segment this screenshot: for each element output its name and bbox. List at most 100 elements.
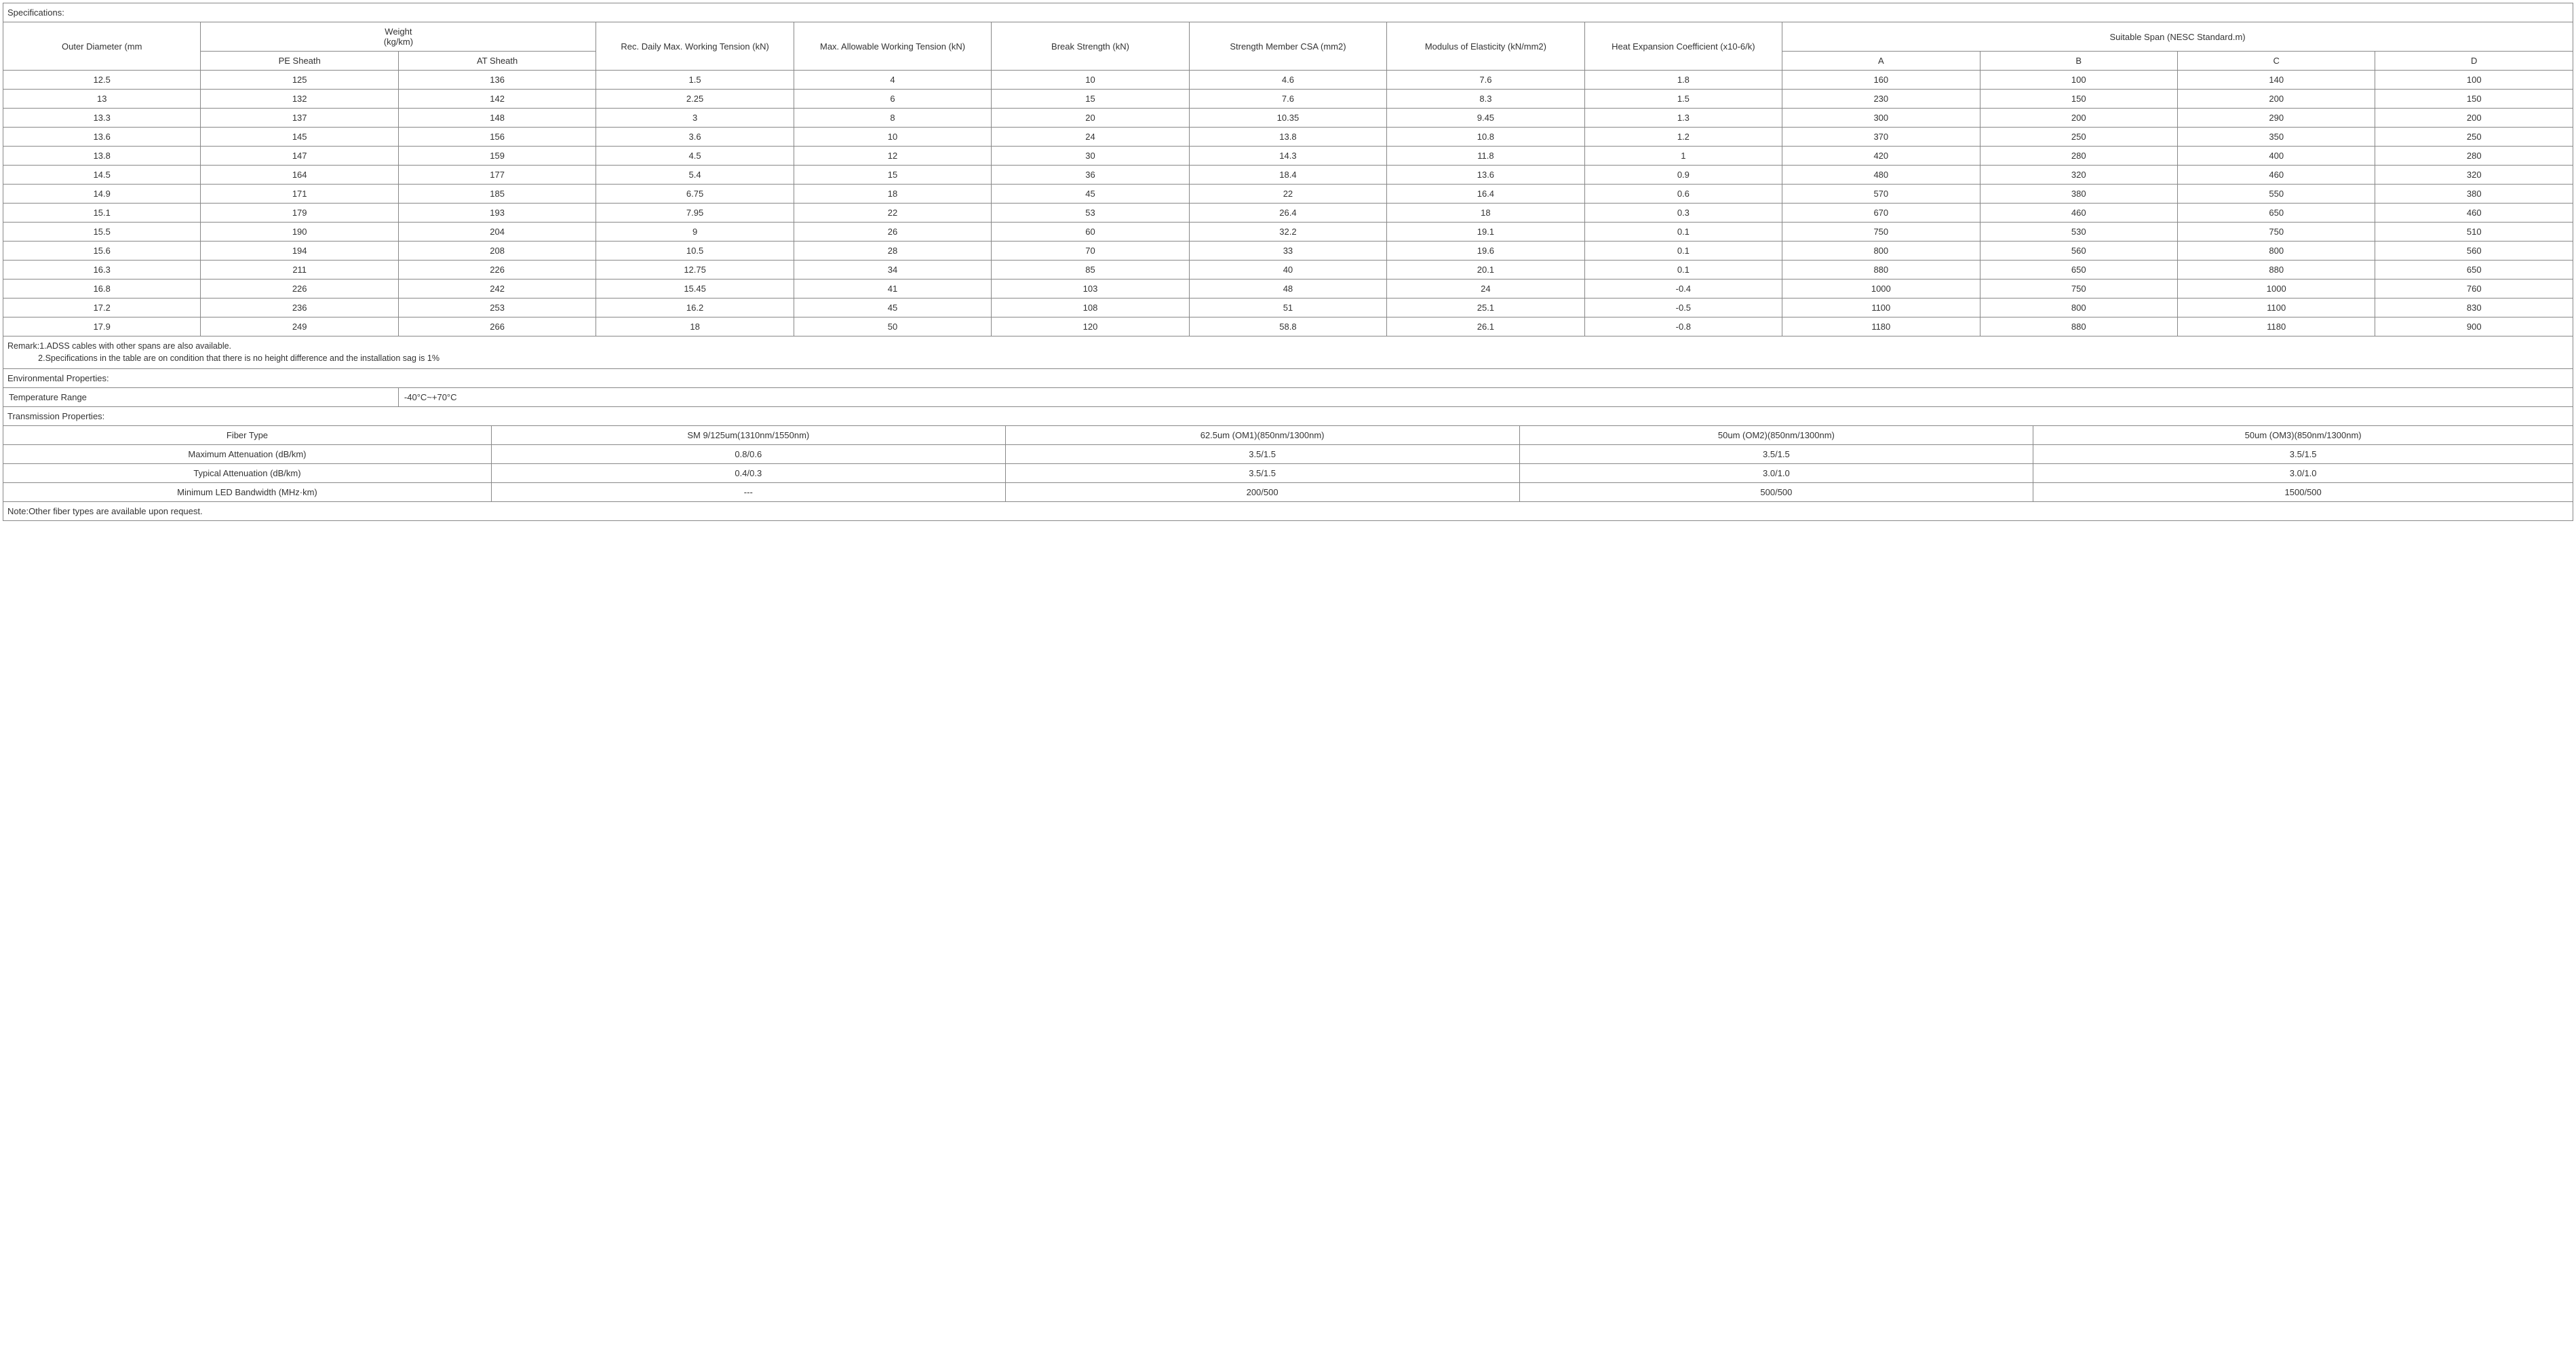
cell: 13.3 [3, 109, 201, 128]
cell: 570 [1782, 185, 1980, 204]
cell: 242 [398, 280, 596, 299]
cell: 253 [398, 299, 596, 317]
cell: 50 [794, 317, 991, 336]
cell: 280 [2375, 147, 2573, 166]
table-row: 17.9249266185012058.826.1-0.811808801180… [3, 317, 2573, 336]
cell: 350 [2177, 128, 2375, 147]
cell: 171 [201, 185, 398, 204]
cell: 25.1 [1387, 299, 1584, 317]
cell: 159 [398, 147, 596, 166]
cell: 16.8 [3, 280, 201, 299]
cell: 15 [992, 90, 1189, 109]
cell: 16.4 [1387, 185, 1584, 204]
cell: 830 [2375, 299, 2573, 317]
cell: 150 [1980, 90, 2177, 109]
cell: 4 [794, 71, 991, 90]
cell: 7.95 [596, 204, 794, 223]
cell: 3.0/1.0 [1519, 464, 2033, 483]
cell: 0.4/0.3 [491, 464, 1005, 483]
cell: 20.1 [1387, 261, 1584, 280]
cell: 211 [201, 261, 398, 280]
cell: 249 [201, 317, 398, 336]
cell: 500/500 [1519, 483, 2033, 502]
remark-line1: Remark:1.ADSS cables with other spans ar… [7, 341, 231, 351]
cell: 800 [2177, 242, 2375, 261]
cell: 18 [794, 185, 991, 204]
cell: 230 [1782, 90, 1980, 109]
cell: 320 [2375, 166, 2573, 185]
cell: 300 [1782, 109, 1980, 128]
cell: 1500/500 [2033, 483, 2573, 502]
cell: 3.0/1.0 [2033, 464, 2573, 483]
cell: 12 [794, 147, 991, 166]
cell: 200 [1980, 109, 2177, 128]
cell: 19.6 [1387, 242, 1584, 261]
cell: 16.3 [3, 261, 201, 280]
cell: 204 [398, 223, 596, 242]
remark-cell: Remark:1.ADSS cables with other spans ar… [3, 336, 2573, 369]
cell: 36 [992, 166, 1189, 185]
cell: 60 [992, 223, 1189, 242]
cell: 32.2 [1189, 223, 1386, 242]
cell: -0.8 [1584, 317, 1782, 336]
cell: 880 [1980, 317, 2177, 336]
cell: 200 [2177, 90, 2375, 109]
cell: 480 [1782, 166, 1980, 185]
cell: 5.4 [596, 166, 794, 185]
table-row: 17.223625316.2451085125.1-0.511008001100… [3, 299, 2573, 317]
cell: 136 [398, 71, 596, 90]
trans-title: Transmission Properties: [3, 407, 2573, 426]
cell: 193 [398, 204, 596, 223]
cell: 6 [794, 90, 991, 109]
cell: 9.45 [1387, 109, 1584, 128]
cell: 880 [1782, 261, 1980, 280]
cell: 45 [992, 185, 1189, 204]
cell: 3.5/1.5 [2033, 445, 2573, 464]
cell: 147 [201, 147, 398, 166]
cell: 460 [2375, 204, 2573, 223]
cell: 33 [1189, 242, 1386, 261]
hdr-modulus: Modulus of Elasticity (kN/mm2) [1387, 22, 1584, 71]
hdr-max-allow: Max. Allowable Working Tension (kN) [794, 22, 991, 71]
cell: 1.3 [1584, 109, 1782, 128]
cell: 650 [2375, 261, 2573, 280]
cell: 380 [1980, 185, 2177, 204]
cell: 58.8 [1189, 317, 1386, 336]
cell: 108 [992, 299, 1189, 317]
cell: 125 [201, 71, 398, 90]
cell: 70 [992, 242, 1189, 261]
cell: 250 [1980, 128, 2177, 147]
cell: 22 [1189, 185, 1386, 204]
cell: 13.8 [3, 147, 201, 166]
cell: 3.5/1.5 [1519, 445, 2033, 464]
cell: 460 [1980, 204, 2177, 223]
cell: 10 [794, 128, 991, 147]
cell: 185 [398, 185, 596, 204]
cell: 200/500 [1005, 483, 1519, 502]
cell: 12.5 [3, 71, 201, 90]
cell: 13.8 [1189, 128, 1386, 147]
temp-range-value: -40°C~+70°C [398, 388, 2573, 407]
cell: 17.2 [3, 299, 201, 317]
hdr-strength-csa: Strength Member CSA (mm2) [1189, 22, 1386, 71]
cell: 15.6 [3, 242, 201, 261]
cell: 14.9 [3, 185, 201, 204]
cell: 380 [2375, 185, 2573, 204]
table-row: 16.822624215.45411034824-0.4100075010007… [3, 280, 2573, 299]
cell: 10 [992, 71, 1189, 90]
cell: 20 [992, 109, 1189, 128]
cell: 85 [992, 261, 1189, 280]
cell: 900 [2375, 317, 2573, 336]
cell: 13 [3, 90, 201, 109]
cell: Minimum LED Bandwidth (MHz·km) [3, 483, 492, 502]
cell: 10.5 [596, 242, 794, 261]
cell: 0.6 [1584, 185, 1782, 204]
hdr-pe-sheath: PE Sheath [201, 52, 398, 71]
cell: 1100 [2177, 299, 2375, 317]
trans-header: SM 9/125um(1310nm/1550nm) [491, 426, 1005, 445]
cell: 30 [992, 147, 1189, 166]
cell: 420 [1782, 147, 1980, 166]
table-row: 15.11791937.95225326.4180.3670460650460 [3, 204, 2573, 223]
trans-header: 62.5um (OM1)(850nm/1300nm) [1005, 426, 1519, 445]
cell: 10.8 [1387, 128, 1584, 147]
